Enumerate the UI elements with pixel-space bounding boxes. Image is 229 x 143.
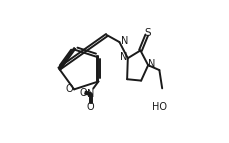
Text: O: O [79, 88, 87, 98]
Text: HO: HO [152, 102, 167, 112]
Text: S: S [144, 28, 151, 38]
Text: O: O [87, 102, 95, 112]
Text: N: N [148, 59, 156, 69]
Text: N: N [120, 36, 128, 46]
Text: N: N [120, 52, 128, 62]
Text: N: N [87, 89, 94, 99]
Text: O: O [65, 84, 73, 94]
